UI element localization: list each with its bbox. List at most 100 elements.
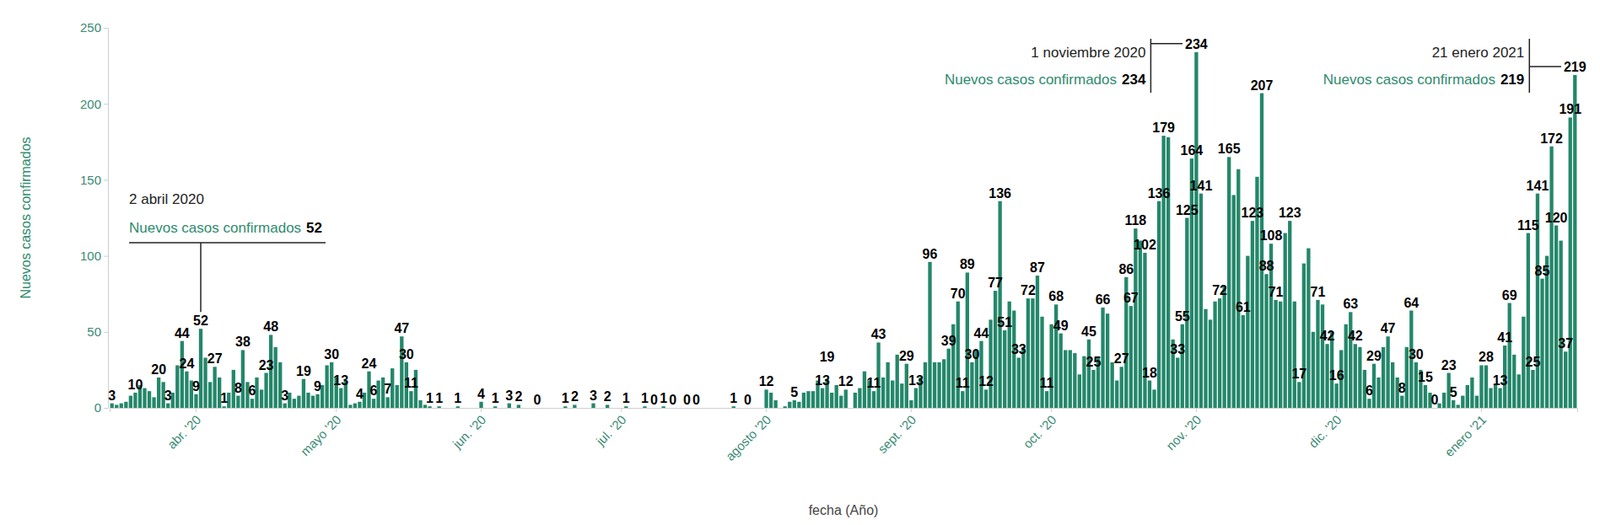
data-label: 6: [370, 383, 378, 399]
bar: [1497, 388, 1502, 409]
x-tick: nov. '20: [1163, 408, 1204, 453]
data-label: 16: [1329, 368, 1345, 383]
data-label: 9: [313, 379, 322, 394]
bar: [511, 408, 516, 410]
data-label: 2: [571, 389, 579, 405]
bar: [451, 408, 455, 410]
bar: [526, 408, 530, 410]
y-tick-label: 200: [80, 96, 102, 112]
bar: [306, 393, 310, 409]
data-label: 5: [790, 385, 798, 400]
bar: [1180, 324, 1185, 409]
bar: [1194, 52, 1198, 409]
bar: [250, 398, 254, 409]
data-label: 13: [908, 373, 924, 388]
bar: [1152, 389, 1156, 409]
data-label: 30: [398, 347, 415, 362]
bar: [927, 262, 932, 409]
bar: [1161, 135, 1165, 409]
data-label: 165: [1217, 141, 1241, 157]
bar: [549, 408, 553, 410]
x-tick-mark: [765, 408, 767, 413]
x-tick-label: mayo '20: [297, 412, 345, 459]
bar: [942, 359, 946, 409]
bar: [732, 406, 736, 409]
bar: [1199, 193, 1203, 409]
data-label: 48: [263, 319, 279, 335]
bar: [1142, 253, 1147, 409]
bars: [110, 52, 1578, 409]
bar: [773, 400, 777, 409]
data-label: 141: [1526, 178, 1550, 194]
bar: [166, 404, 170, 409]
bar: [829, 393, 834, 409]
bar: [1475, 396, 1479, 409]
bar: [180, 341, 184, 409]
bar: [554, 408, 558, 410]
data-label: 71: [1268, 285, 1284, 300]
data-label: 11: [955, 376, 970, 391]
bar: [857, 388, 862, 409]
bar: [283, 404, 287, 409]
y-tick: 150: [80, 172, 108, 188]
data-label: 4: [477, 387, 485, 402]
bar: [591, 404, 595, 409]
bar: [806, 391, 810, 409]
chart-container: 050100150200250abr. '20mayo '20jun. '20j…: [0, 0, 1600, 525]
data-label: 120: [1545, 210, 1568, 226]
bar: [1563, 351, 1568, 409]
bar: [488, 408, 492, 410]
data-label: 72: [1212, 283, 1228, 298]
bar: [530, 408, 534, 410]
data-label: 9: [192, 379, 200, 394]
data-label: 47: [1380, 321, 1396, 336]
bar: [605, 404, 609, 409]
data-label: 0: [683, 393, 691, 408]
bar: [1315, 300, 1320, 409]
bar: [395, 385, 399, 409]
bar: [802, 393, 806, 409]
data-label: 33: [1011, 342, 1027, 357]
bar: [507, 404, 512, 409]
bar: [1423, 385, 1428, 409]
bar: [657, 408, 661, 410]
x-tick-label: agosto '20: [722, 412, 775, 464]
data-label: 6: [248, 383, 257, 399]
bar: [296, 396, 301, 409]
data-label: 0: [533, 393, 542, 408]
bar: [1451, 400, 1455, 409]
x-tick-label: jul. '20: [592, 412, 630, 449]
bar: [119, 404, 124, 409]
data-label: 12: [759, 374, 775, 389]
data-label: 1: [641, 391, 649, 406]
x-tick: mayo '20: [297, 408, 345, 459]
data-label: 42: [1319, 328, 1336, 344]
bar: [1540, 279, 1544, 409]
data-label: 1: [453, 391, 462, 406]
data-label: 69: [1502, 288, 1518, 303]
bar: [890, 381, 895, 409]
y-tick: 0: [94, 400, 108, 415]
bar: [1222, 286, 1226, 409]
bar: [1133, 228, 1137, 409]
bar: [315, 394, 319, 409]
bar: [1353, 344, 1358, 409]
y-tick-mark: [103, 179, 108, 181]
y-tick: 50: [86, 324, 108, 340]
annotation-title: 2 abril 2020: [129, 191, 205, 208]
bar: [1508, 303, 1512, 409]
bar: [129, 396, 133, 409]
data-label: 123: [1278, 205, 1302, 221]
annotation-value: 52: [306, 220, 323, 237]
bar: [353, 404, 357, 409]
bar: [301, 379, 306, 409]
data-label: 86: [1118, 262, 1134, 277]
data-label: 6: [1365, 383, 1374, 399]
x-tick-label: dic. '20: [1305, 412, 1344, 451]
data-label: 25: [1525, 355, 1541, 370]
x-tick-mark: [1481, 408, 1482, 413]
bar: [236, 396, 240, 409]
bar: [684, 408, 689, 410]
data-label: 2: [514, 389, 523, 405]
data-label: 11: [404, 376, 419, 391]
